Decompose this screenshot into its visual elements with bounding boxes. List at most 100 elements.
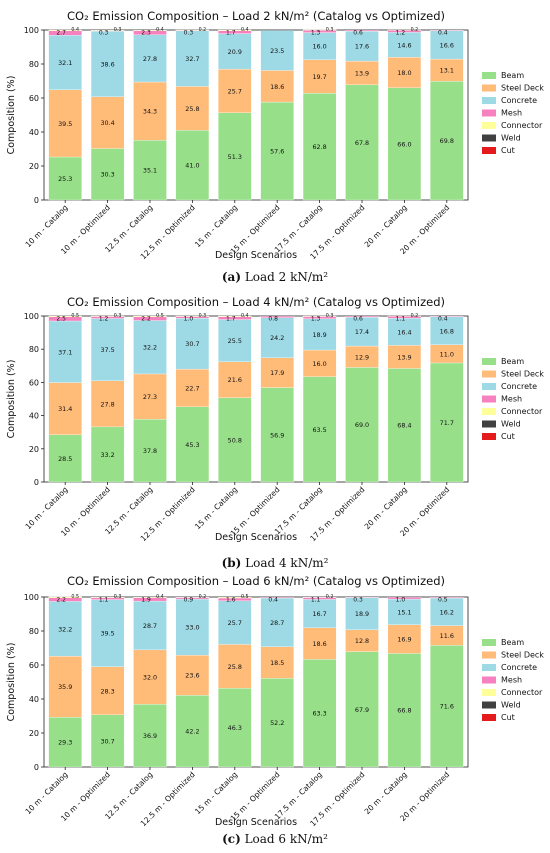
legend-label-mesh: Mesh: [501, 395, 522, 404]
plot-frame: [43, 315, 469, 483]
data-label-steel-deck: 13.9: [355, 69, 369, 77]
data-label-beam: 68.4: [397, 422, 411, 430]
bar-concrete: [302, 599, 337, 628]
bar-concrete: [175, 598, 210, 656]
data-label-steel-deck: 25.8: [185, 105, 199, 113]
data-label-concrete: 16.7: [312, 610, 326, 618]
bar-concrete: [387, 318, 422, 346]
chart-title: CO₂ Emission Composition – Load 2 kN/m² …: [67, 9, 445, 23]
legend-swatch-connector: [482, 122, 496, 129]
bar-steel-deck: [90, 96, 125, 149]
legend-label-connector: Connector: [501, 688, 543, 697]
bar-concrete: [302, 318, 337, 351]
y-tick-label: 40: [29, 695, 39, 704]
data-label-beam: 42.2: [185, 728, 199, 736]
data-label-beam: 28.5: [58, 455, 72, 463]
data-label-steel-deck: 27.3: [143, 393, 157, 401]
bar-concrete: [90, 318, 125, 381]
bar-steel-deck: [260, 357, 294, 388]
bar-beam: [133, 140, 167, 201]
chart-title: CO₂ Emission Composition – Load 4 kN/m² …: [67, 295, 445, 309]
bar-concrete: [175, 30, 210, 87]
data-label-connector: 0.4: [241, 313, 249, 319]
data-label-steel-deck: 30.4: [100, 119, 114, 127]
data-label-beam: 63.5: [312, 426, 326, 434]
legend-label-cut: Cut: [501, 432, 515, 441]
data-label-steel-deck: 18.6: [270, 83, 284, 91]
data-label-concrete: 16.6: [440, 41, 454, 49]
bar-steel-deck: [133, 81, 167, 141]
y-tick-label: 40: [29, 412, 39, 421]
legend-label-steel-deck: Steel Deck: [501, 370, 544, 379]
bar-steel-deck: [302, 627, 337, 660]
data-label-concrete: 20.9: [228, 48, 242, 56]
data-label-steel-deck: 17.9: [270, 369, 284, 377]
data-label-mesh: 1.0: [184, 316, 194, 323]
data-label-concrete: 16.4: [397, 328, 411, 336]
data-label-connector: 0.2: [411, 313, 419, 319]
legend-swatch-connector: [482, 689, 496, 696]
data-label-beam: 69.0: [355, 421, 369, 429]
bar-steel-deck: [133, 373, 167, 420]
y-tick-label: 20: [29, 445, 39, 454]
data-label-steel-deck: 39.5: [58, 120, 72, 128]
data-label-mesh: 0.3: [184, 30, 194, 37]
data-label-mesh: 1.1: [99, 597, 109, 604]
y-tick-label: 60: [29, 94, 39, 103]
legend-swatch-steel-deck: [482, 370, 496, 378]
data-label-mesh: 2.2: [141, 316, 151, 323]
data-label-beam: 57.6: [270, 148, 284, 156]
y-tick-label: 20: [29, 729, 39, 738]
data-label-mesh: 0.9: [184, 597, 194, 604]
data-label-steel-deck: 11.0: [440, 350, 454, 358]
bar-beam: [48, 434, 82, 483]
y-axis-label: Composition (%): [6, 643, 17, 722]
legend-label-cut: Cut: [501, 146, 515, 155]
legend-swatch-beam: [482, 639, 496, 646]
bar-beam: [430, 81, 464, 201]
y-axis-label: Composition (%): [6, 360, 17, 439]
bar-connector: [133, 315, 167, 317]
data-label-steel-deck: 19.7: [312, 73, 326, 81]
data-label-connector: 0.4: [241, 27, 249, 33]
x-tick-label: 20 m - Catalog: [363, 203, 409, 249]
bar-steel-deck: [218, 68, 252, 113]
data-label-mesh: 2.7: [56, 30, 66, 37]
bar-steel-deck: [218, 361, 252, 398]
caption-c-text: Load 6 kN/m²: [240, 832, 328, 846]
data-label-connector: 0.3: [326, 313, 334, 319]
bar-concrete: [48, 320, 82, 383]
legend-label-steel-deck: Steel Deck: [501, 84, 544, 93]
bar-connector: [90, 30, 125, 31]
data-label-mesh: 1.1: [396, 316, 406, 323]
y-tick-label: 100: [24, 312, 39, 321]
data-label-concrete: 28.7: [143, 622, 157, 630]
data-label-concrete: 33.0: [185, 624, 199, 632]
chart-panel-b: CO₂ Emission Composition – Load 4 kN/m² …: [0, 288, 550, 550]
y-tick-label: 100: [24, 26, 39, 35]
data-label-beam: 66.8: [397, 707, 411, 715]
caption-b: (b) Load 4 kN/m²: [0, 556, 550, 570]
data-label-steel-deck: 25.8: [228, 663, 242, 671]
data-label-steel-deck: 12.9: [355, 353, 369, 361]
legend-swatch-beam: [482, 72, 496, 79]
bar-steel-deck: [48, 89, 82, 158]
chart-panel-a: CO₂ Emission Composition – Load 2 kN/m² …: [0, 0, 550, 262]
data-label-mesh: 1.0: [396, 597, 406, 604]
x-tick-label: 20 m - Catalog: [363, 485, 409, 531]
legend-swatch-connector: [482, 408, 496, 415]
y-tick-label: 80: [29, 627, 39, 636]
data-label-mesh: 1.9: [141, 597, 151, 604]
bar-connector: [302, 29, 337, 31]
legend-swatch-concrete: [482, 664, 496, 671]
bar-beam: [345, 84, 379, 201]
bar-concrete: [345, 31, 379, 62]
legend-swatch-cut: [482, 147, 496, 154]
chart-b: CO₂ Emission Composition – Load 4 kN/m² …: [6, 295, 544, 543]
data-label-concrete: 39.5: [100, 630, 114, 638]
bar-beam: [302, 93, 337, 201]
bar-concrete: [260, 317, 294, 358]
x-tick-label: 10 m - Catalog: [23, 203, 69, 249]
bar-concrete: [260, 30, 294, 71]
data-label-beam: 62.8: [312, 143, 326, 151]
